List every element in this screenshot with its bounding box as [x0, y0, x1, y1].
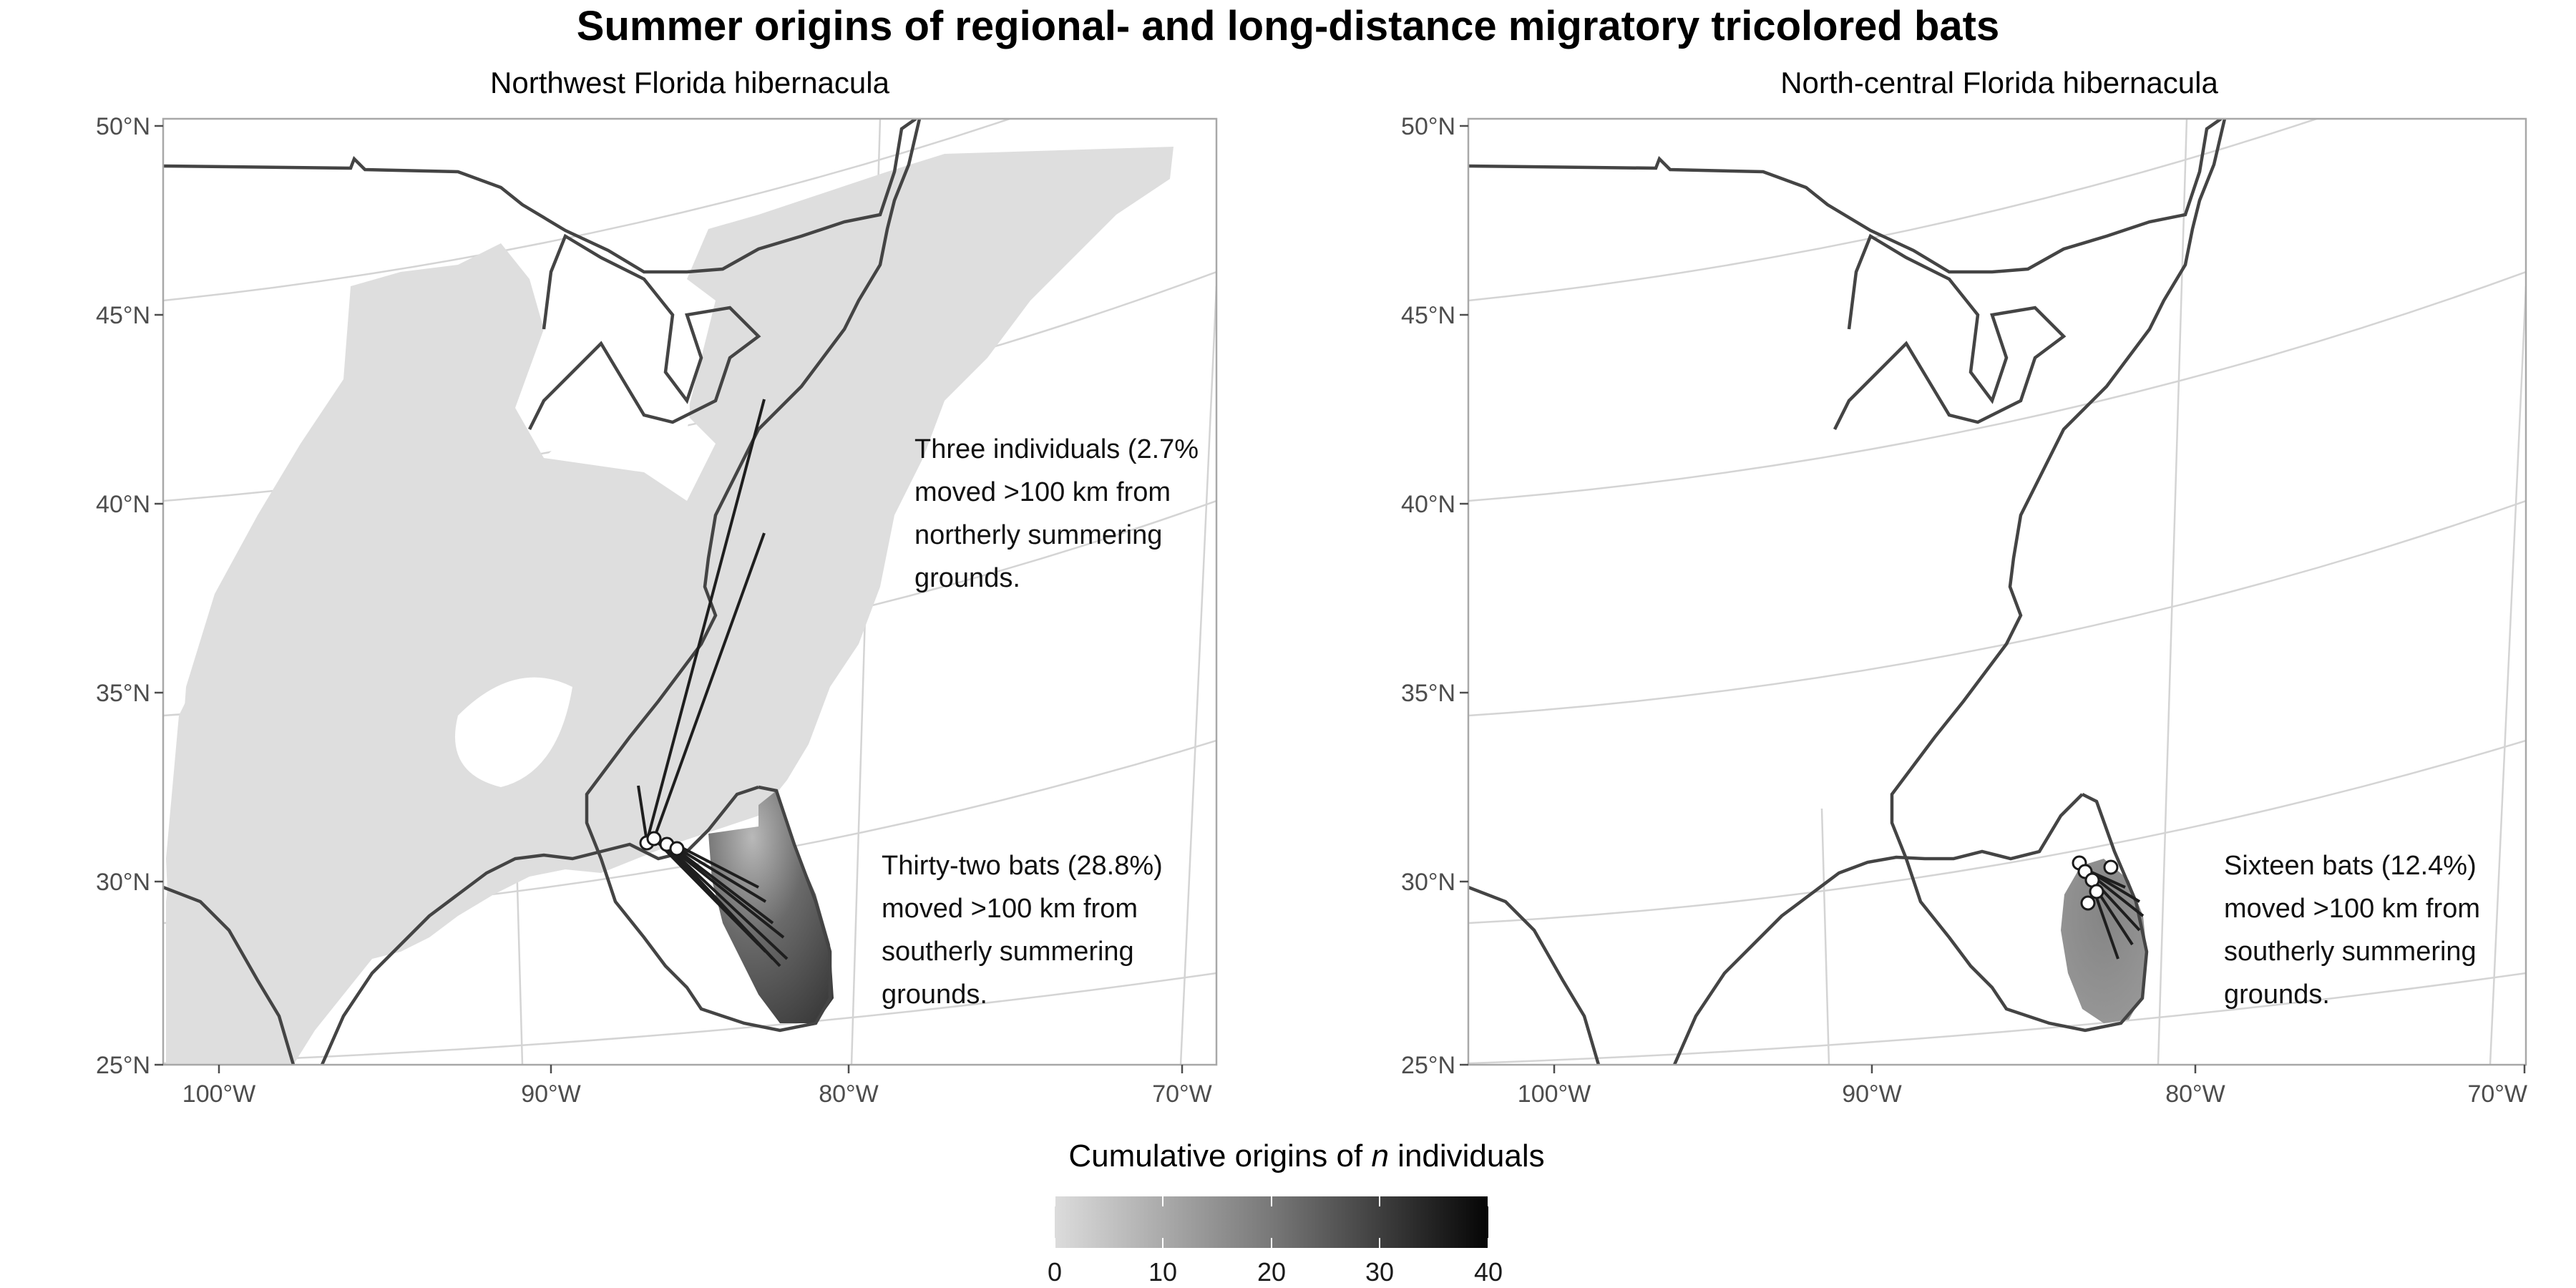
- lat-tick-label: 30°N: [1401, 869, 1455, 896]
- hibernaculum-marker: [669, 841, 685, 857]
- range-gap-south: [455, 677, 572, 787]
- lon-axis: 100°W 90°W 80°W 70°W: [1518, 1080, 2527, 1108]
- colorbar-tick-label: 10: [1148, 1257, 1177, 1287]
- lon-tick-label: 70°W: [1152, 1080, 1212, 1108]
- great-lakes: [1833, 233, 2067, 431]
- coast-atlantic: [1890, 119, 2227, 1033]
- annotation-southerly: Thirty-two bats (28.8%) moved >100 km fr…: [882, 851, 1163, 1010]
- origin-range-light: [166, 147, 1174, 1065]
- lat-tick-label: 45°N: [96, 302, 150, 329]
- lat-tick-label: 40°N: [96, 491, 150, 518]
- lon-tick-label: 90°W: [521, 1080, 581, 1108]
- origin-range-light-west: [166, 379, 343, 1065]
- colorbar-legend: Cumulative origins of n individuals 0 10…: [1048, 1138, 1545, 1287]
- annotation-line: Sixteen bats (12.4%): [2224, 851, 2477, 881]
- hibernaculum-marker: [2080, 895, 2096, 911]
- colorbar-tick-label: 20: [1257, 1257, 1286, 1287]
- lat-tick-label: 45°N: [1401, 302, 1455, 329]
- coast-mexico: [163, 885, 296, 1065]
- coast-mexico: [1468, 885, 1601, 1065]
- lon-tick-label: 100°W: [182, 1080, 255, 1108]
- great-lakes: [527, 233, 761, 431]
- hibernacula-sites: [2072, 855, 2119, 911]
- annotation-southerly: Sixteen bats (12.4%) moved >100 km from …: [2224, 851, 2480, 1010]
- panel-subtitle: Northwest Florida hibernacula: [490, 66, 890, 99]
- legend-title: Cumulative origins of n individuals: [1068, 1138, 1544, 1174]
- colorbar-tick-label: 0: [1048, 1257, 1062, 1287]
- lon-tick-label: 70°W: [2467, 1080, 2527, 1108]
- legend-title-variable: n: [1371, 1138, 1388, 1174]
- annotation-northerly: Three individuals (2.7% moved >100 km fr…: [914, 434, 1199, 593]
- border-us-canada: [163, 119, 917, 274]
- annotation-line: moved >100 km from: [882, 894, 1138, 924]
- lat-tick-label: 35°N: [1401, 680, 1455, 707]
- lon-tick-label: 100°W: [1518, 1080, 1591, 1108]
- hibernaculum-marker: [2089, 884, 2104, 899]
- origin-density-peninsula: [708, 791, 834, 1023]
- migration-tracks: [637, 399, 789, 967]
- lon-tick-label: 80°W: [819, 1080, 879, 1108]
- hibernaculum-marker: [646, 831, 662, 847]
- panel-subtitle: North-central Florida hibernacula: [1780, 66, 2218, 99]
- annotation-line: northerly summering: [914, 520, 1162, 550]
- lat-tick-label: 40°N: [1401, 491, 1455, 518]
- lon-axis: 100°W 90°W 80°W 70°W: [182, 1080, 1212, 1108]
- lat-tick-label: 50°N: [1401, 113, 1455, 140]
- annotation-line: grounds.: [2224, 980, 2330, 1010]
- colorbar-tick-label: 40: [1474, 1257, 1503, 1287]
- map-frame: [162, 117, 1218, 1066]
- map-plot-area: [1468, 119, 2526, 1065]
- coast-gulf: [1672, 793, 2084, 1065]
- lat-tick-label: 25°N: [1401, 1052, 1455, 1079]
- lat-tick-label: 50°N: [96, 113, 150, 140]
- panel-north-central: North-central Florida hibernacula: [1401, 66, 2527, 1108]
- annotation-line: Three individuals (2.7%: [914, 434, 1199, 464]
- annotation-line: moved >100 km from: [914, 477, 1171, 507]
- lat-tick-label: 35°N: [96, 680, 150, 707]
- lat-tick-label: 25°N: [96, 1052, 150, 1079]
- panel-northwest: Northwest Florida hibernacula: [96, 66, 1218, 1108]
- annotation-line: Thirty-two bats (28.8%): [882, 851, 1163, 881]
- lat-tick-label: 30°N: [96, 869, 150, 896]
- hibernaculum-marker: [2103, 859, 2119, 875]
- hibernacula-sites: [639, 831, 685, 857]
- border-us-canada: [1468, 119, 2223, 274]
- annotation-line: moved >100 km from: [2224, 894, 2480, 924]
- annotation-line: southerly summering: [2224, 937, 2477, 967]
- colorbar-tick-label: 30: [1365, 1257, 1394, 1287]
- coast-gulf: [320, 785, 759, 1065]
- map-frame: [1467, 117, 2527, 1066]
- lat-axis: 50°N 45°N 40°N 35°N 30°N 25°N: [1401, 113, 1455, 1079]
- legend-title-prefix: Cumulative origins of: [1068, 1138, 1371, 1174]
- figure-title: Summer origins of regional- and long-dis…: [577, 3, 1999, 49]
- annotation-line: southerly summering: [882, 937, 1134, 967]
- lon-tick-label: 90°W: [1842, 1080, 1902, 1108]
- legend-title-suffix: individuals: [1389, 1138, 1545, 1174]
- lon-tick-label: 80°W: [2165, 1080, 2225, 1108]
- annotation-line: grounds.: [882, 980, 987, 1010]
- range-gap: [544, 336, 690, 467]
- coast-atlantic: [585, 119, 922, 1033]
- annotation-line: grounds.: [914, 563, 1020, 593]
- lat-axis: 50°N 45°N 40°N 35°N 30°N 25°N: [96, 113, 150, 1079]
